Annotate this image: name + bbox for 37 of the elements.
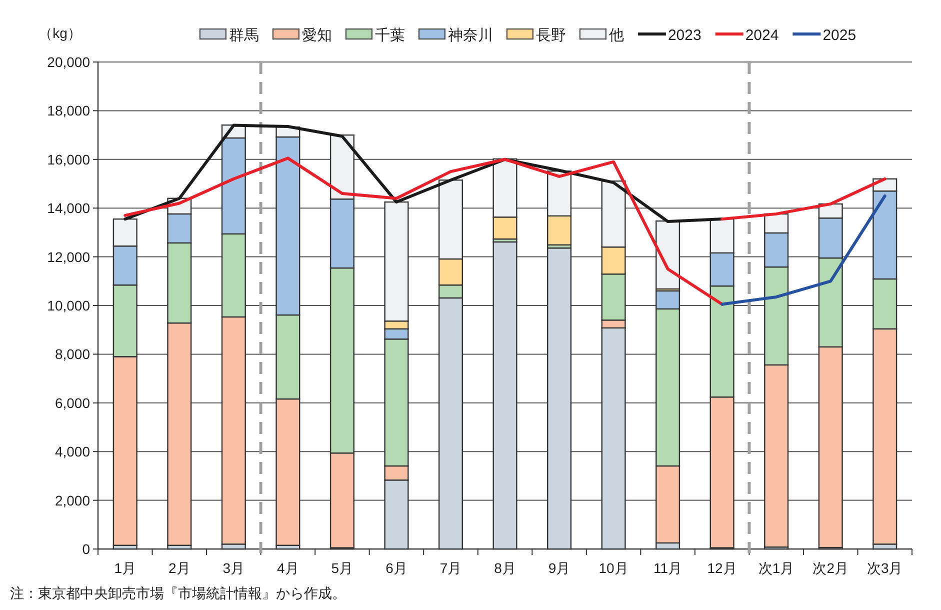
x-tick-label: 次1月 [758, 560, 794, 576]
y-tick-label: 4,000 [54, 444, 90, 460]
y-tick-label: 18,000 [47, 102, 90, 119]
legend-label: 神奈川 [448, 27, 493, 44]
legend-label: 2023 [668, 27, 702, 44]
x-tick-label: 次3月 [866, 560, 903, 576]
x-tick-label: 次2月 [812, 560, 848, 576]
legend-label: 長野 [536, 27, 566, 44]
legend-label: 愛知 [302, 27, 332, 44]
y-tick-label: 8,000 [54, 346, 90, 362]
x-tick-label: 9月 [548, 560, 570, 576]
x-tick-label: 2月 [168, 560, 190, 576]
y-tick-label: 10,000 [47, 298, 90, 314]
x-tick-label: 8月 [494, 560, 516, 576]
legend-label: 群馬 [228, 27, 259, 44]
x-tick-label: 6月 [386, 560, 408, 576]
legend-label: 他 [608, 27, 624, 44]
y-axis-title: （kg） [38, 25, 82, 41]
x-tick-label: 10月 [598, 560, 628, 576]
y-tick-label: 6,000 [54, 394, 90, 411]
legend-label: 2024 [745, 27, 779, 44]
x-tick-label: 4月 [277, 560, 299, 576]
y-tick-label: 0 [82, 541, 90, 557]
y-tick-label: 20,000 [47, 54, 90, 70]
text: 注：東京都中央卸売市場『市場統計情報』から作成。 [10, 585, 346, 601]
x-tick-label: 11月 [654, 560, 682, 576]
legend-label: 千葉 [374, 27, 405, 44]
x-tick-label: 1月 [114, 560, 136, 576]
legend-label: 2025 [822, 27, 856, 44]
x-tick-label: 3月 [222, 560, 245, 576]
x-tick-label: 5月 [331, 560, 354, 576]
y-tick-label: 2,000 [54, 492, 90, 508]
x-tick-label: 7月 [440, 560, 462, 576]
y-tick-label: 16,000 [47, 151, 90, 168]
y-tick-label: 14,000 [47, 200, 90, 216]
x-tick-label: 12月 [707, 560, 737, 576]
y-tick-label: 12,000 [47, 248, 90, 265]
